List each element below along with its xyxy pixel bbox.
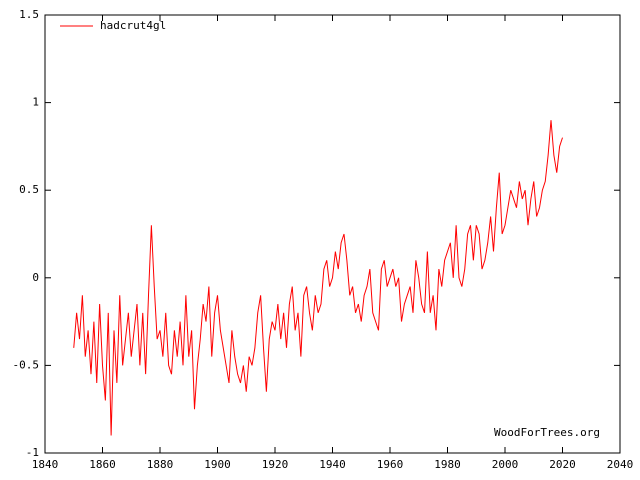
y-tick-label: 1: [32, 96, 39, 109]
x-tick-label: 1920: [262, 458, 289, 471]
y-tick-label: 0: [32, 271, 39, 284]
x-tick-label: 2040: [607, 458, 634, 471]
y-tick-label: -1: [26, 446, 39, 459]
x-tick-label: 1980: [434, 458, 461, 471]
x-tick-label: 2020: [549, 458, 576, 471]
plot-frame: [44, 14, 621, 454]
series-line: [73, 120, 563, 436]
x-tick-label: 1960: [377, 458, 404, 471]
x-tick-label: 1880: [147, 458, 174, 471]
x-tick-label: 1900: [204, 458, 231, 471]
y-tick-label: 1.5: [19, 8, 39, 21]
legend-label: hadcrut4gl: [100, 19, 166, 32]
x-tick-label: 1860: [89, 458, 116, 471]
y-tick-label: -0.5: [13, 358, 40, 371]
annotation: WoodForTrees.org: [494, 426, 600, 439]
x-tick-label: 1940: [319, 458, 346, 471]
x-tick-label: 1840: [32, 458, 59, 471]
x-tick-label: 2000: [492, 458, 519, 471]
y-tick-label: 0.5: [19, 183, 39, 196]
